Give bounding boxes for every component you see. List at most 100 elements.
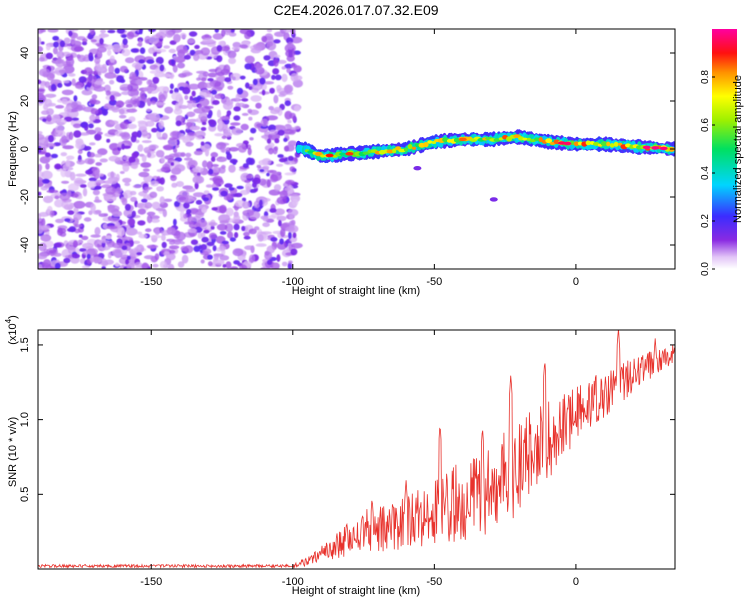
- heatmap-cell: [48, 95, 53, 99]
- heatmap-cell: [121, 245, 128, 251]
- snr-y-tick-label: 0.5: [19, 487, 31, 502]
- heatmap-cell: [163, 198, 173, 202]
- heatmap-cell: [125, 104, 133, 108]
- heatmap-cell: [75, 140, 85, 150]
- heatmap-cell: [239, 44, 249, 49]
- heatmap-cell: [600, 141, 608, 147]
- heatmap-cell: [274, 138, 280, 144]
- heatmap-cell: [164, 106, 174, 114]
- heatmap-cell: [175, 181, 184, 187]
- heatmap-cell: [108, 155, 120, 162]
- heatmap-cell: [269, 87, 275, 94]
- heatmap-cell: [169, 130, 182, 138]
- heatmap-cell: [606, 141, 611, 147]
- heatmap-cell: [100, 29, 106, 34]
- heatmap-cell: [141, 154, 147, 163]
- heatmap-cell: [38, 79, 42, 85]
- heatmap-cell: [613, 141, 619, 147]
- heatmap-cell: [126, 108, 138, 113]
- heatmap-cell: [116, 29, 126, 34]
- heatmap-cell: [219, 204, 227, 214]
- heatmap-cell: [127, 218, 135, 227]
- heatmap-cell: [137, 144, 144, 152]
- heatmap-cell: [146, 244, 159, 249]
- heatmap-cell: [98, 173, 104, 177]
- heatmap-cell: [112, 242, 123, 249]
- heatmap-cell: [138, 39, 143, 48]
- heatmap-cell: [79, 184, 87, 188]
- heatmap-cell: [104, 194, 117, 202]
- heatmap-cell: [249, 137, 254, 141]
- heatmap-cell: [77, 149, 83, 155]
- heatmap-cell: [194, 130, 206, 138]
- heatmap-cell: [125, 227, 138, 236]
- heatmap-cell: [154, 228, 160, 236]
- heatmap-cell: [107, 251, 112, 259]
- heatmap-cell: [130, 196, 138, 202]
- heatmap-cell: [198, 105, 203, 109]
- heatmap-y-tick-label: 0: [19, 146, 31, 152]
- heatmap-cell: [156, 186, 165, 192]
- heatmap-cell: [173, 33, 181, 43]
- heatmap-cell: [236, 87, 244, 95]
- heatmap-cell: [123, 208, 133, 218]
- heatmap-cell: [287, 155, 294, 161]
- heatmap-cell: [59, 40, 66, 48]
- heatmap-cell: [61, 89, 74, 96]
- heatmap-cell: [95, 162, 102, 166]
- heatmap-cell: [130, 162, 141, 166]
- heatmap-cell: [287, 208, 299, 217]
- heatmap-x-tick-label: -50: [426, 276, 442, 288]
- heatmap-cell: [150, 218, 160, 223]
- heatmap-cell: [163, 145, 174, 151]
- heatmap-cell: [174, 102, 181, 112]
- heatmap-cell: [262, 222, 270, 228]
- heatmap-cell: [268, 106, 275, 111]
- heatmap-cell: [136, 202, 146, 208]
- heatmap-cell: [111, 43, 122, 53]
- heatmap-cell: [534, 137, 540, 142]
- heatmap-cell: [277, 129, 285, 136]
- heatmap-cell: [64, 218, 71, 222]
- heatmap-cell: [174, 87, 179, 94]
- heatmap-cell: [119, 132, 126, 137]
- heatmap-cell: [219, 231, 227, 235]
- heatmap-cell: [183, 54, 191, 60]
- heatmap-cell: [208, 119, 216, 125]
- heatmap-cell: [284, 63, 293, 69]
- heatmap-cell: [107, 205, 120, 212]
- heatmap-cell: [244, 179, 251, 183]
- heatmap-cell: [411, 146, 417, 150]
- heatmap-cell: [284, 100, 291, 107]
- heatmap-cell: [167, 263, 175, 269]
- heatmap-cell: [60, 168, 67, 178]
- heatmap-cell: [268, 129, 278, 135]
- heatmap-cell: [42, 118, 47, 122]
- heatmap-cell: [255, 62, 261, 71]
- heatmap-cell: [259, 169, 265, 173]
- heatmap-cell: [263, 55, 271, 61]
- heatmap-cell: [230, 29, 235, 34]
- colorbar-label: Normalized spectral amplitude: [732, 75, 744, 223]
- heatmap-cell: [193, 150, 203, 156]
- heatmap-cell: [73, 95, 78, 102]
- heatmap-cell: [73, 206, 79, 214]
- heatmap-cell: [183, 213, 188, 219]
- heatmap-cell: [186, 118, 199, 123]
- heatmap-cell: [111, 211, 123, 217]
- heatmap-cell: [238, 145, 247, 153]
- heatmap-cell: [250, 95, 262, 102]
- heatmap-cell: [276, 215, 287, 222]
- heatmap-cell: [221, 29, 226, 37]
- heatmap-y-axis-label: Frequency (Hz): [7, 111, 19, 187]
- heatmap-cell: [186, 122, 193, 127]
- heatmap-cell: [171, 29, 182, 34]
- heatmap-cell: [138, 171, 150, 178]
- heatmap-cell: [65, 159, 71, 167]
- heatmap-cell: [241, 112, 249, 116]
- heatmap-cell: [260, 231, 273, 235]
- heatmap-cell: [182, 72, 193, 76]
- heatmap-cell: [94, 227, 101, 236]
- heatmap-cell: [185, 141, 194, 147]
- heatmap-cell: [66, 189, 72, 199]
